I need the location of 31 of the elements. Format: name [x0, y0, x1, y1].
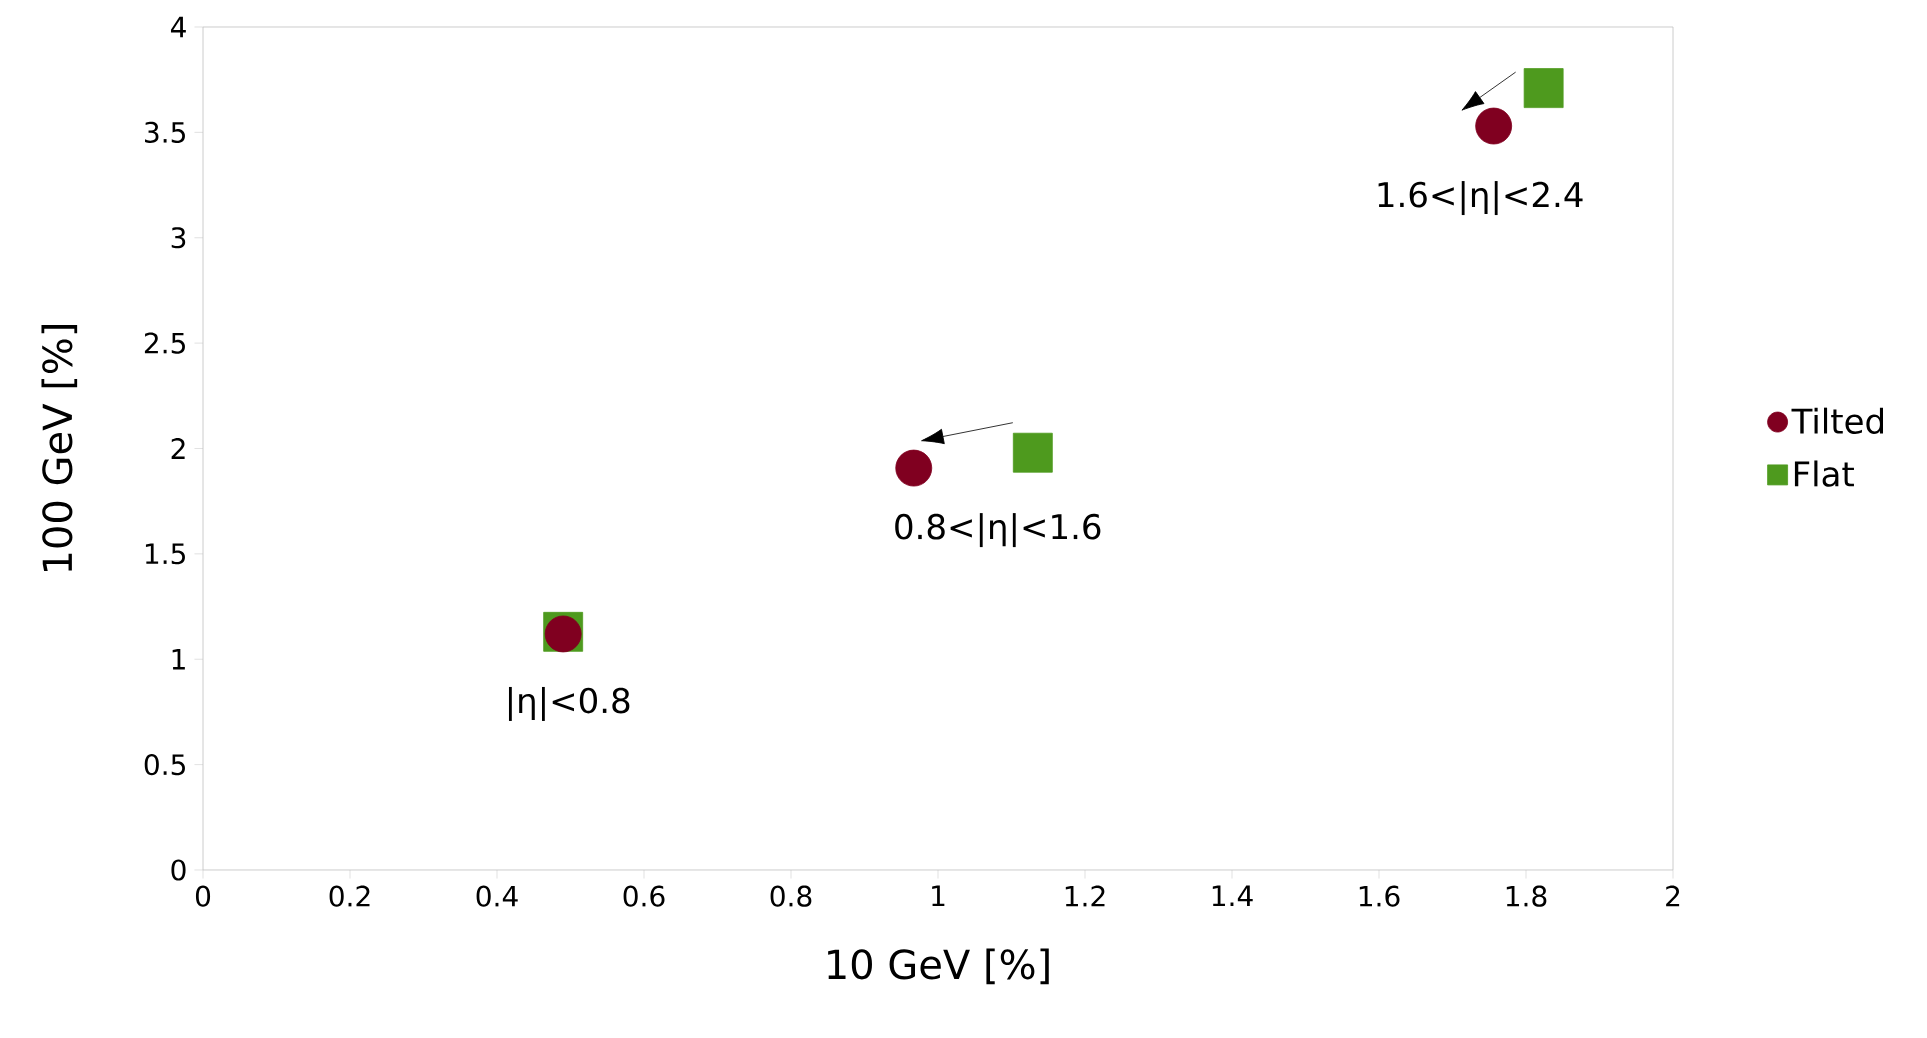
y-tick-label: 1 [172, 649, 185, 670]
legend-label: Flat [1794, 460, 1854, 487]
x-tick-label: 2 [1666, 885, 1680, 907]
point [895, 449, 933, 487]
y-tick-label: 0 [171, 859, 186, 881]
annotation: 0.8<|η|<1.6 [895, 513, 1101, 548]
x-tick-label: 0.6 [623, 885, 665, 907]
y-tick-label: 4 [170, 16, 186, 38]
x-tick-label: 1.4 [1212, 885, 1253, 906]
y-tick-label: 3.5 [145, 121, 185, 143]
point [1012, 432, 1053, 473]
y-tick-label: 0.5 [144, 754, 185, 776]
x-axis-title: 10 GeV [%] [828, 948, 1049, 985]
y-axis-title: 100 GeV [%] [41, 325, 78, 572]
point [1475, 107, 1513, 145]
x-tick-label: 0.8 [770, 885, 812, 907]
legend-label: Tilted [1791, 407, 1883, 434]
x-tick-label: 1.2 [1065, 885, 1105, 907]
point [1523, 68, 1564, 109]
y-tick-label: 1.5 [145, 543, 185, 565]
x-tick-label: 0.2 [329, 885, 370, 907]
x-tick-label: 1.8 [1506, 885, 1547, 907]
annotation: |η|<0.8 [508, 686, 630, 721]
y-tick-label: 2 [171, 438, 185, 459]
y-tick-label: 3 [171, 227, 186, 249]
x-tick-label: 1 [932, 885, 945, 906]
x-tick-label: 0.4 [476, 885, 518, 907]
x-tick-label: 1.6 [1359, 885, 1400, 907]
annotation: 1.6<|η|<2.4 [1378, 181, 1583, 216]
x-tick-label: 0 [195, 885, 211, 907]
y-tick-label: 2.5 [144, 332, 185, 354]
